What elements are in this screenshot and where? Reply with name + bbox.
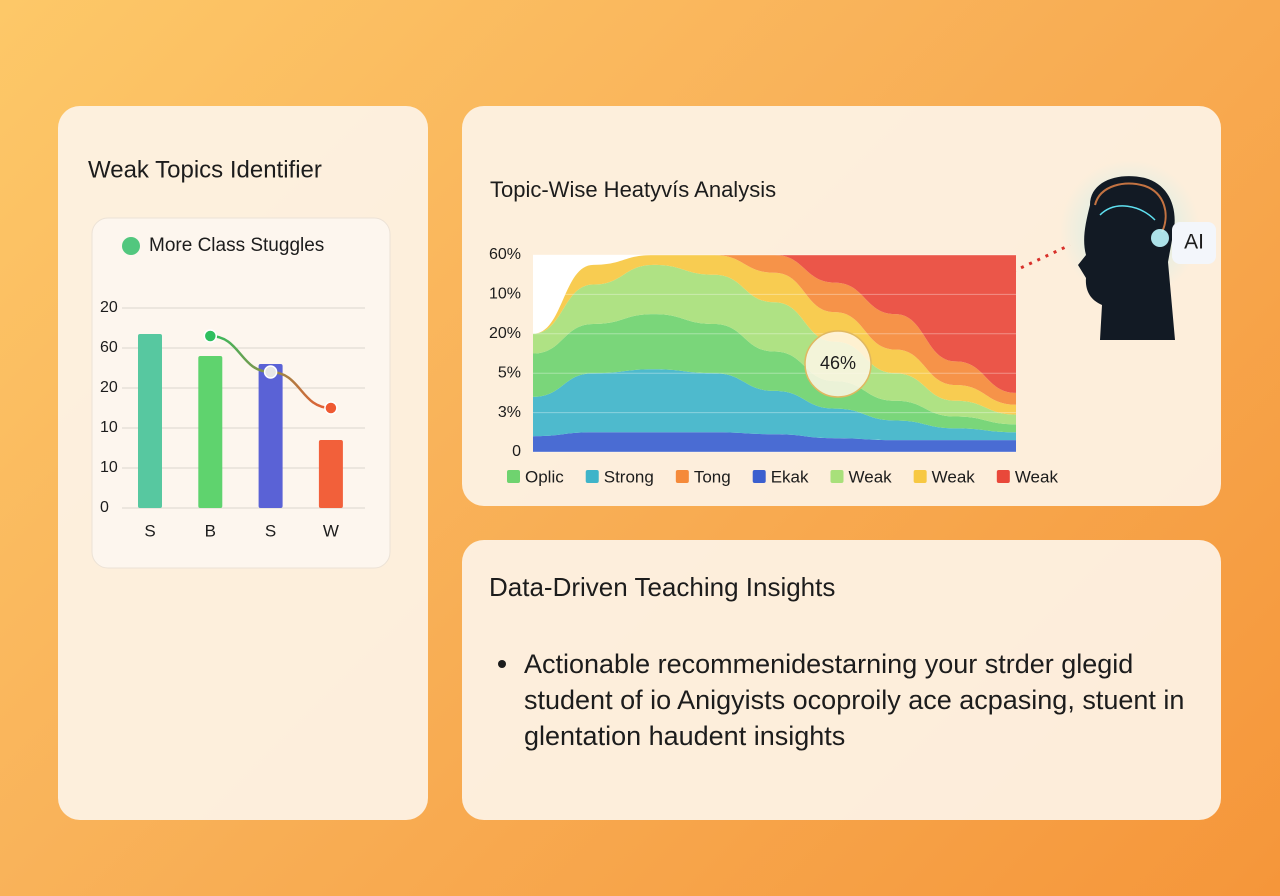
ai-badge: [1172, 222, 1216, 264]
legend-label: Strong: [604, 467, 654, 486]
area-layer: [533, 255, 1016, 393]
legend-label: Tong: [694, 467, 731, 486]
bar: [138, 334, 162, 508]
x-tick-label: W: [323, 521, 339, 540]
x-tick-label: S: [265, 521, 276, 540]
y-tick-label: 0: [512, 443, 521, 460]
bar: [198, 356, 223, 508]
y-tick-label: 10: [100, 459, 118, 476]
legend-label: Weak: [1015, 467, 1059, 486]
area-layer: [533, 255, 1016, 405]
ai-head-icon: [1060, 160, 1200, 340]
annotation: 46%: [820, 353, 856, 373]
legend-label: Ekak: [771, 467, 809, 486]
legend-swatch: [122, 237, 140, 255]
legend-swatch: [675, 470, 689, 483]
y-tick-label: 10%: [489, 286, 521, 303]
y-tick-label: 60%: [489, 246, 521, 263]
insights-panel: [462, 540, 1221, 820]
legend-label: Weak: [932, 467, 976, 486]
legend-label: More Class Stuggles: [149, 235, 324, 256]
annotation-bubble: [804, 330, 872, 398]
bar-title: Weak Topics Identifier: [88, 156, 322, 183]
y-tick-label: 5%: [498, 364, 521, 381]
legend-label: Weak: [849, 467, 893, 486]
ai-badge-label: AI: [1184, 231, 1204, 254]
insight-bullet: Actionable recommenidestarning your strd…: [496, 646, 1214, 754]
area-title: Topic-Wise Heatyvís Analysis: [490, 177, 776, 202]
y-tick-label: 60: [100, 339, 118, 356]
y-tick-label: 20: [100, 379, 118, 396]
area-layer: [533, 432, 1016, 452]
area-layer: [533, 369, 1016, 441]
y-tick-label: 20: [100, 299, 118, 316]
trend-point: [263, 365, 278, 379]
y-tick-label: 10: [100, 419, 118, 436]
legend-swatch: [507, 470, 520, 483]
legend-swatch: [996, 470, 1010, 483]
y-tick-label: 20%: [489, 325, 521, 342]
legend-swatch: [830, 470, 844, 483]
insights-title: Data-Driven Teaching Insights: [489, 572, 835, 602]
bar-card: [91, 217, 391, 569]
y-tick-label: 0: [100, 499, 109, 516]
legend-swatch: [913, 470, 927, 483]
trend-point: [203, 329, 218, 343]
legend-swatch: [752, 470, 766, 483]
x-tick-label: S: [144, 521, 155, 540]
trend-point: [324, 401, 338, 415]
area-layer: [533, 255, 1016, 415]
legend-swatch: [585, 470, 599, 483]
y-tick-label: 3%: [498, 404, 521, 421]
x-tick-label: B: [205, 521, 216, 540]
bar: [318, 440, 343, 508]
area-layer: [533, 264, 1016, 425]
bar: [258, 364, 283, 508]
area-layer: [533, 314, 1016, 433]
legend-label: Oplic: [525, 467, 564, 486]
